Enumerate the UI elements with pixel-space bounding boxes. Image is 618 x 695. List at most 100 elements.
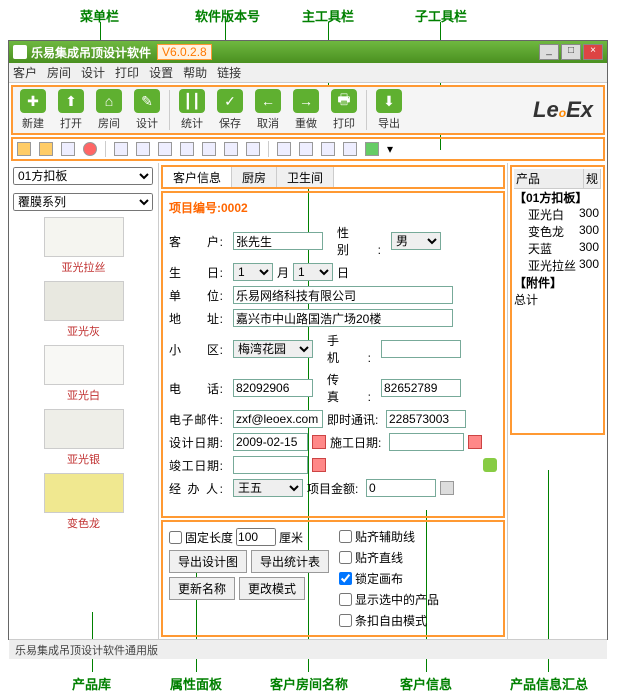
subtool-icon[interactable] [224,142,238,156]
addr-input[interactable] [233,309,453,327]
minimize-button[interactable]: _ [539,44,559,60]
mobile-input[interactable] [381,340,461,358]
calendar-icon[interactable] [468,435,482,449]
snap-line-check[interactable] [339,551,352,564]
toolbar-设计[interactable]: ✎设计 [129,88,165,132]
im-input[interactable] [386,410,466,428]
subtool-icon[interactable] [365,142,379,156]
design-date-input[interactable] [233,433,308,451]
toolbar-打开[interactable]: ⬆打开 [53,88,89,132]
email-label: 电子邮件: [169,411,229,428]
toolbar-取消[interactable]: ←取消 [250,88,286,132]
close-button[interactable]: × [583,44,603,60]
dropdown-icon[interactable]: ▾ [387,142,393,156]
construct-date-input[interactable] [389,433,464,451]
tel-label: 电 话: [169,380,229,397]
amount-input[interactable] [366,479,436,497]
toolbar-房间[interactable]: ⌂房间 [91,88,127,132]
product-item[interactable]: 亚光灰 [11,281,156,339]
subtool-icon[interactable] [180,142,194,156]
subtool-icon[interactable] [158,142,172,156]
im-label: 即时通讯: [327,411,382,428]
zone-label: 小 区: [169,341,229,358]
free-mode-check[interactable] [339,614,352,627]
unit-input[interactable] [233,286,453,304]
col-product: 产品 [514,169,584,188]
menu-room[interactable]: 房间 [47,64,71,81]
customer-label: 客 户: [169,233,229,250]
category-select-2[interactable]: 覆膜系列 [13,193,153,211]
tab-kitchen[interactable]: 厨房 [232,167,277,187]
customer-form: 项目编号:0002 客 户: 性 别: 男 生 日: 1 月 1 日 单 位: [161,191,505,518]
lock-canvas-check[interactable] [339,572,352,585]
handler-select[interactable]: 王五 [233,479,303,497]
subtool-icon[interactable] [114,142,128,156]
toolbar-统计[interactable]: ┃┃统计 [174,88,210,132]
toolbar-打印[interactable]: 🖶打印 [326,88,362,132]
toolbar-新建[interactable]: ✚新建 [15,88,51,132]
menu-link[interactable]: 链接 [217,64,241,81]
menu-design[interactable]: 设计 [81,64,105,81]
fax-input[interactable] [381,379,461,397]
update-name-button[interactable]: 更新名称 [169,577,235,600]
menu-settings[interactable]: 设置 [149,64,173,81]
subtool-icon[interactable] [246,142,260,156]
snap-guide-check[interactable] [339,530,352,543]
subtool-icon[interactable] [202,142,216,156]
export-design-button[interactable]: 导出设计图 [169,550,247,573]
subtool-icon[interactable] [299,142,313,156]
unit-label: 单 位: [169,287,229,304]
tab-bathroom[interactable]: 卫生间 [277,167,334,187]
product-item[interactable]: 变色龙 [11,473,156,531]
finish-date-input[interactable] [233,456,308,474]
subtool-icon[interactable] [83,142,97,156]
app-window: 乐易集成吊顶设计软件 V6.0.2.8 _ □ × 客户 房间 设计 打印 设置… [8,40,608,640]
calc-icon[interactable] [440,481,454,495]
product-library: 01方扣板 覆膜系列 亚光拉丝亚光灰亚光白亚光银变色龙 [9,163,159,639]
menubar: 客户 房间 设计 打印 设置 帮助 链接 [9,63,607,83]
product-item[interactable]: 亚光拉丝 [11,217,156,275]
product-item[interactable]: 亚光银 [11,409,156,467]
project-no: 0002 [221,201,248,215]
project-no-label: 项目编号: [169,201,221,215]
menu-customer[interactable]: 客户 [13,64,37,81]
birth-day[interactable]: 1 [293,263,333,281]
toolbar-重做[interactable]: →重做 [288,88,324,132]
subtool-icon[interactable] [61,142,75,156]
export-stats-button[interactable]: 导出统计表 [251,550,329,573]
birth-month[interactable]: 1 [233,263,273,281]
change-mode-button[interactable]: 更改模式 [239,577,305,600]
menu-help[interactable]: 帮助 [183,64,207,81]
finish-date-label: 竣工日期: [169,457,229,474]
design-date-label: 设计日期: [169,434,229,451]
subtool-icon[interactable] [321,142,335,156]
zone-select[interactable]: 梅湾花园 [233,340,313,358]
summary-row: 亚光白300 [514,206,601,223]
calendar-icon[interactable] [312,435,326,449]
subtool-icon[interactable] [136,142,150,156]
subtool-icon[interactable] [39,142,53,156]
subtool-icon[interactable] [277,142,291,156]
lock-icon[interactable] [483,458,497,472]
customer-input[interactable] [233,232,323,250]
menu-print[interactable]: 打印 [115,64,139,81]
gender-select[interactable]: 男 [391,232,441,250]
tel-input[interactable] [233,379,313,397]
annot-prodsum: 产品信息汇总 [510,674,588,693]
toolbar-保存[interactable]: ✓保存 [212,88,248,132]
product-list: 亚光拉丝亚光灰亚光白亚光银变色龙 [9,215,158,639]
main-toolbar: ✚新建⬆打开⌂房间✎设计┃┃统计✓保存←取消→重做🖶打印⬇导出LeoEx [11,85,605,135]
email-input[interactable] [233,410,323,428]
toolbar-导出[interactable]: ⬇导出 [371,88,407,132]
tab-customer-info[interactable]: 客户信息 [163,167,232,187]
fixlen-check[interactable] [169,531,182,544]
subtool-icon[interactable] [17,142,31,156]
calendar-icon[interactable] [312,458,326,472]
product-item[interactable]: 亚光白 [11,345,156,403]
product-summary: 产品规 【01方扣板】 亚光白300 变色龙300 天蓝300 亚光拉丝300 … [507,163,607,639]
maximize-button[interactable]: □ [561,44,581,60]
subtool-icon[interactable] [343,142,357,156]
show-selected-check[interactable] [339,593,352,606]
fixlen-input[interactable] [236,528,276,546]
category-select-1[interactable]: 01方扣板 [13,167,153,185]
